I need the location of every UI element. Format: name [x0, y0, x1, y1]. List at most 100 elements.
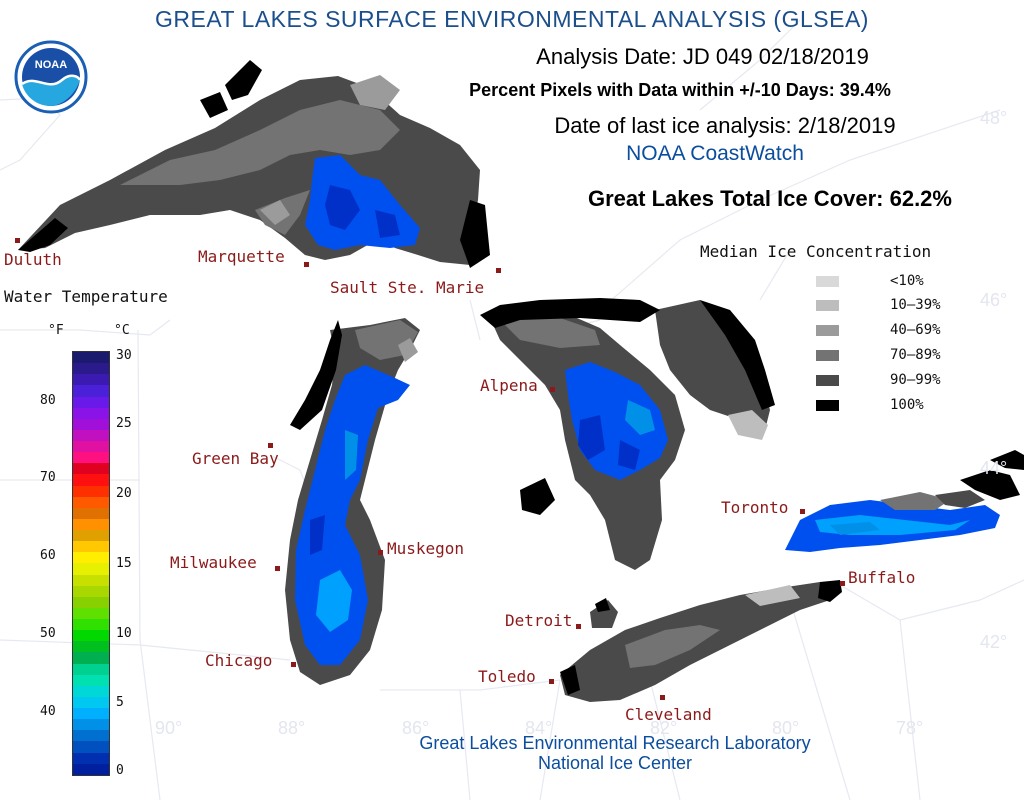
city-label-green-bay: Green Bay: [192, 449, 279, 468]
source-label: NOAA CoastWatch: [626, 142, 804, 165]
city-label-milwaukee: Milwaukee: [170, 553, 257, 572]
ice-legend-item: 90–99%: [816, 372, 976, 390]
colorbar-band: [73, 596, 109, 608]
ice-legend-item: <10%: [816, 273, 976, 291]
colorbar-band: [73, 752, 109, 764]
lat-label-46: 46°: [980, 290, 1008, 310]
city-dot-sault-ste-marie: [496, 268, 501, 273]
city-label-duluth: Duluth: [4, 250, 62, 269]
city-dot-alpena: [550, 387, 555, 392]
unit-fahrenheit: °F: [48, 323, 64, 338]
colorbar-band: [73, 363, 109, 375]
noaa-logo-text: NOAA: [35, 59, 67, 71]
c-tick-10: 10: [116, 626, 132, 641]
colorbar-band: [73, 741, 109, 753]
f-tick-70: 70: [40, 470, 56, 485]
colorbar-band: [73, 552, 109, 564]
c-tick-15: 15: [116, 556, 132, 571]
lake-st-clair: [590, 598, 618, 628]
ice-legend-label: 90–99%: [890, 372, 941, 388]
city-label-chicago: Chicago: [205, 651, 273, 670]
c-tick-0: 0: [116, 763, 124, 778]
colorbar-band: [73, 607, 109, 619]
credits: Great Lakes Environmental Research Labor…: [340, 733, 890, 773]
colorbar-band: [73, 663, 109, 675]
colorbar-band: [73, 407, 109, 419]
colorbar-band: [73, 630, 109, 642]
ice-legend-label: 40–69%: [890, 322, 941, 338]
colorbar-band: [73, 429, 109, 441]
lon-label-80: 80°: [772, 718, 800, 738]
city-label-buffalo: Buffalo: [848, 568, 916, 587]
ice-legend-swatch: [816, 325, 839, 336]
ice-legend-swatch: [816, 350, 839, 361]
colorbar-band: [73, 396, 109, 408]
city-dot-green-bay: [268, 443, 273, 448]
colorbar-band: [73, 474, 109, 486]
city-label-sault-ste-marie: Sault Ste. Marie: [330, 278, 485, 297]
ice-legend-label: 70–89%: [890, 347, 941, 363]
ice-legend-item: 100%: [816, 397, 976, 415]
colorbar-band: [73, 619, 109, 631]
colorbar-band: [73, 563, 109, 575]
city-label-alpena: Alpena: [480, 376, 538, 395]
lon-label-90: 90°: [155, 718, 183, 738]
colorbar-band: [73, 585, 109, 597]
lon-label-88: 88°: [278, 718, 306, 738]
ice-legend-swatch: [816, 400, 839, 411]
lat-label-42: 42°: [980, 632, 1008, 652]
city-dot-milwaukee: [275, 566, 280, 571]
lon-label-86: 86°: [402, 718, 430, 738]
lon-label-84: 84°: [525, 718, 553, 738]
lat-label-48: 48°: [980, 108, 1008, 128]
percent-pixels-with-data: Percent Pixels with Data within +/-10 Da…: [469, 80, 891, 100]
last-ice-analysis-date: Date of last ice analysis: 2/18/2019: [554, 113, 896, 138]
city-label-cleveland: Cleveland: [625, 705, 712, 724]
lon-label-78: 78°: [896, 718, 924, 738]
c-tick-30: 30: [116, 348, 132, 363]
city-dot-cleveland: [660, 695, 665, 700]
c-tick-25: 25: [116, 416, 132, 431]
ice-legend-swatch: [816, 276, 839, 287]
lake-ontario: [785, 450, 1024, 552]
colorbar-band: [73, 652, 109, 664]
f-tick-40: 40: [40, 704, 56, 719]
city-dot-buffalo: [840, 581, 845, 586]
lon-label-82: 82°: [650, 718, 678, 738]
f-tick-60: 60: [40, 548, 56, 563]
colorbar-band: [73, 530, 109, 542]
unit-celsius: °C: [114, 323, 130, 338]
colorbar-band: [73, 685, 109, 697]
colorbar-band: [73, 641, 109, 653]
city-label-toronto: Toronto: [721, 498, 789, 517]
c-tick-20: 20: [116, 486, 132, 501]
colorbar-band: [73, 374, 109, 386]
analysis-date: Analysis Date: JD 049 02/18/2019: [536, 44, 869, 69]
city-label-toledo: Toledo: [478, 667, 536, 686]
lake-superior: [18, 60, 490, 268]
ice-legend-label: 100%: [890, 397, 924, 413]
colorbar-band: [73, 441, 109, 453]
f-tick-50: 50: [40, 626, 56, 641]
colorbar-band: [73, 541, 109, 553]
lake-huron: [480, 298, 775, 570]
f-tick-80: 80: [40, 393, 56, 408]
colorbar-band: [73, 518, 109, 530]
colorbar-band: [73, 496, 109, 508]
water-temperature-colorbar: [72, 351, 110, 776]
colorbar-band: [73, 507, 109, 519]
colorbar-band: [73, 730, 109, 742]
ice-legend-label: 10–39%: [890, 297, 941, 313]
city-dot-marquette: [304, 262, 309, 267]
colorbar-band: [73, 696, 109, 708]
city-label-detroit: Detroit: [505, 611, 573, 630]
city-label-marquette: Marquette: [198, 247, 285, 266]
ice-legend-item: 40–69%: [816, 322, 976, 340]
city-dot-duluth: [15, 238, 20, 243]
colorbar-band: [73, 485, 109, 497]
lat-label-44: 44°: [980, 458, 1008, 478]
city-dot-toledo: [549, 679, 554, 684]
page-title: GREAT LAKES SURFACE ENVIRONMENTAL ANALYS…: [155, 6, 869, 32]
credit-nic: National Ice Center: [537, 753, 693, 773]
